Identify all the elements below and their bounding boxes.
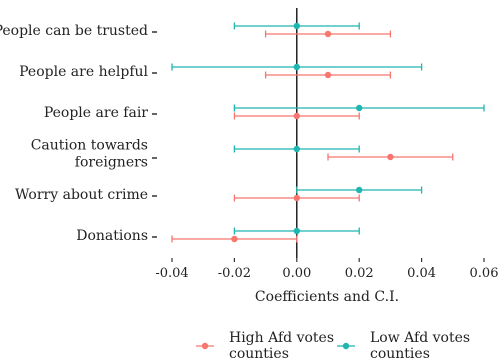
point-estimate <box>293 63 300 71</box>
category-label-line: foreigners <box>75 155 148 171</box>
legend-label-line: High Afd votes <box>229 330 334 346</box>
legend-label-line: counties <box>370 346 430 362</box>
point-estimate <box>293 145 300 153</box>
point-estimate <box>324 30 332 38</box>
x-tick-label: -0.04 <box>155 266 188 281</box>
point-estimate <box>356 186 363 194</box>
legend-label-line: counties <box>229 346 289 362</box>
x-tick-label: 0.06 <box>470 266 499 281</box>
x-axis-title: Coefficients and C.I. <box>255 289 399 305</box>
category-label-line: People can be trusted <box>0 23 148 39</box>
point-estimate <box>324 71 332 79</box>
point-estimate <box>293 227 300 235</box>
x-axis: -0.04 -0.02 0.00 0.02 0.04 0.06 <box>155 258 498 281</box>
x-tick-label: 0.02 <box>345 266 374 281</box>
point-estimate <box>293 194 300 202</box>
point-estimate <box>231 235 238 243</box>
category-label-line: Caution towards <box>31 138 148 154</box>
point-estimate <box>356 104 363 112</box>
category-label-line: Worry about crime <box>15 187 148 203</box>
category-labels: People can be trusted People are helpful P… <box>0 23 157 244</box>
point-estimate <box>293 22 300 30</box>
category-label: People can be trusted <box>0 23 148 39</box>
category-label-line: People are helpful <box>19 64 148 80</box>
category-label-line: Donations <box>76 228 148 244</box>
legend-label-line: Low Afd votes <box>370 330 470 346</box>
category-label-line: People are fair <box>44 105 148 121</box>
x-tick-label: 0.04 <box>407 266 436 281</box>
category-label: Donations <box>76 228 148 244</box>
legend-label: Low Afd votes counties <box>370 330 470 362</box>
category-label: Caution towards foreigners <box>31 138 148 171</box>
point-estimate <box>293 112 300 120</box>
plot-area <box>171 8 485 258</box>
legend-label: High Afd votes counties <box>229 330 334 362</box>
legend-key-point <box>201 342 209 350</box>
category-label: Worry about crime <box>15 187 148 203</box>
legend-key-point <box>342 342 350 350</box>
category-label: People are fair <box>44 105 148 121</box>
point-estimate <box>387 153 394 161</box>
x-tick-label: -0.02 <box>218 266 251 281</box>
x-tick-label: 0.00 <box>282 266 311 281</box>
category-label: People are helpful <box>19 64 148 80</box>
